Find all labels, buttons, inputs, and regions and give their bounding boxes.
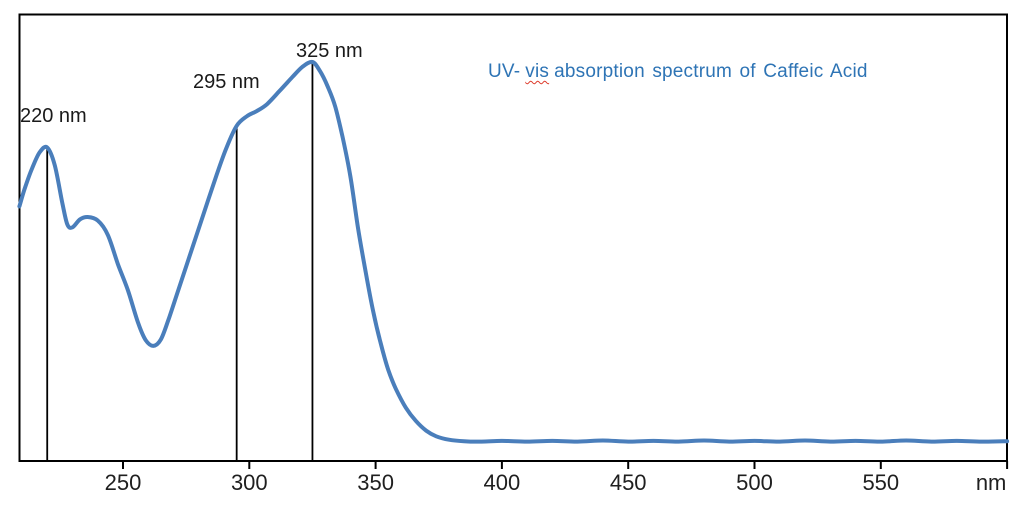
absorbance-curve <box>17 59 1010 444</box>
chart-title-misspelled-word: vis <box>525 61 550 82</box>
chart-title-prefix: UV- <box>488 61 521 82</box>
chart-title: UV-vis absorption spectrum of Caffeic Aci… <box>488 60 873 84</box>
x-axis-tick-label: 500 <box>736 470 773 495</box>
x-axis-tick-label: 550 <box>862 470 900 495</box>
x-axis-tick-label: 400 <box>483 470 521 495</box>
peak-label: 295 nm <box>193 71 260 93</box>
x-axis-tick-label: 350 <box>357 470 394 495</box>
plot-border <box>18 13 1008 462</box>
x-axis-unit-label: nm <box>975 470 1007 495</box>
chart-title-rest: absorption spectrum of Caffeic Acid <box>554 61 868 82</box>
peak-label: 220 nm <box>20 105 87 127</box>
peak-label: 325 nm <box>296 40 363 62</box>
x-axis-tick-label: 250 <box>104 470 142 495</box>
x-axis-tick-label: 300 <box>230 470 268 495</box>
x-axis-tick-label: 450 <box>609 470 647 495</box>
